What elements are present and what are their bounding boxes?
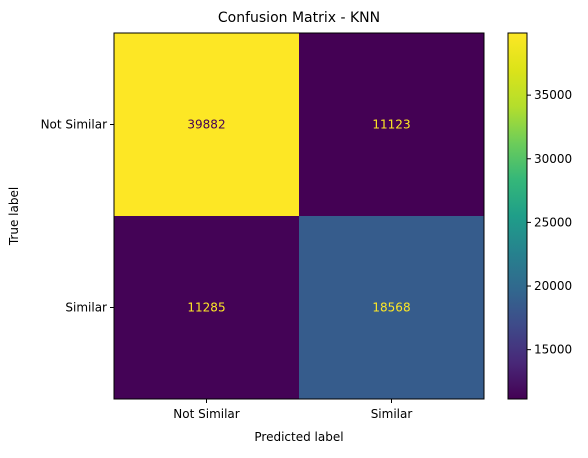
- colorbar-frame: [507, 32, 528, 400]
- heatmap-cell: [299, 216, 485, 400]
- x-tick-label: Not Similar: [173, 407, 240, 421]
- y-axis-ticks: Not Similar Similar: [41, 118, 114, 315]
- plot-frame: [113, 32, 485, 400]
- heatmap-cells: [114, 33, 485, 400]
- heatmap-cell-values: 39882 11123 11285 18568: [187, 118, 410, 315]
- x-axis-ticks: Not Similar Similar: [173, 399, 412, 421]
- x-axis-label: Predicted label: [254, 430, 343, 444]
- heatmap-cell: [114, 216, 300, 400]
- cell-value-label: 18568: [372, 301, 410, 315]
- colorbar-tick-label: 25000: [534, 215, 572, 229]
- y-axis-label: True label: [7, 187, 21, 246]
- heatmap-cell: [299, 33, 485, 217]
- colorbar-tick-label: 30000: [534, 152, 572, 166]
- cell-value-label: 39882: [187, 118, 225, 132]
- cell-value-label: 11123: [372, 118, 410, 132]
- heatmap-cell: [114, 33, 300, 217]
- y-tick-label: Not Similar: [41, 118, 108, 132]
- colorbar-tick-label: 15000: [534, 343, 572, 357]
- chart-title: Confusion Matrix - KNN: [218, 10, 380, 26]
- colorbar: [508, 33, 527, 399]
- colorbar-tick-label: 20000: [534, 279, 572, 293]
- colorbar-ticks: 15000 20000 25000 30000 35000: [527, 88, 572, 357]
- y-tick-label: Similar: [65, 301, 107, 315]
- colorbar-tick-label: 35000: [534, 88, 572, 102]
- cell-value-label: 11285: [187, 301, 225, 315]
- x-tick-label: Similar: [371, 407, 413, 421]
